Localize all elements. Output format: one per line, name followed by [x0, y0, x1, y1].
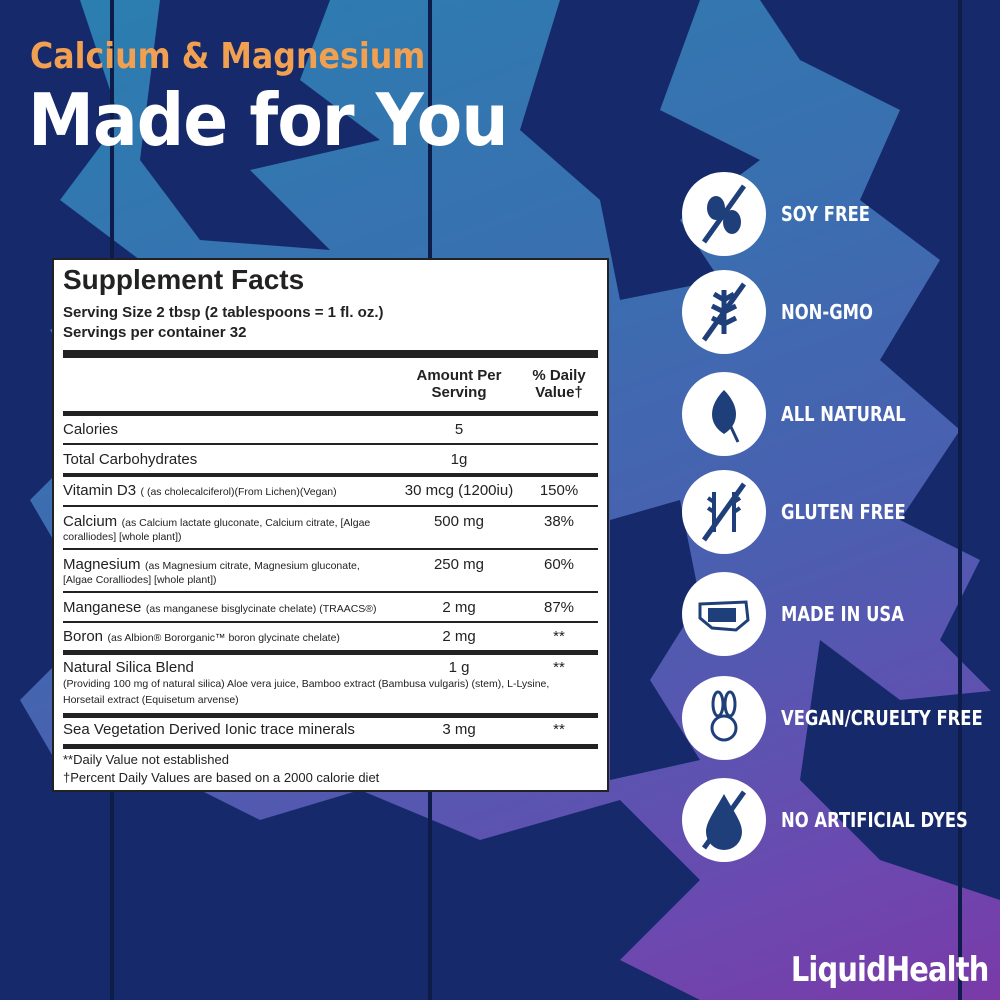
nutrient-name: Total Carbohydrates	[63, 451, 198, 468]
nutrient-row: Calcium (as Calcium lactate gluconate, C…	[63, 513, 370, 531]
nutrient-amount: 30 mcg (1200iu)	[404, 482, 514, 499]
nutrient-amount: 500 mg	[433, 513, 485, 530]
footnote: **Daily Value not established	[63, 752, 229, 767]
servings-per-container: Servings per container 32	[63, 324, 247, 341]
divider	[63, 621, 598, 623]
nutrient-detail: ( (as cholecalciferol)(From Lichen)(Vega…	[140, 486, 337, 498]
dv-header-line: % Daily	[532, 367, 586, 384]
nutrient-dv: 38%	[543, 513, 575, 530]
gluten-free-icon	[701, 482, 747, 542]
divider	[63, 650, 598, 655]
amount-header-line: Amount Per	[416, 367, 502, 384]
badge-no-dye-drop-icon	[682, 778, 766, 862]
divider	[63, 713, 598, 718]
amount-header-line: Serving	[431, 384, 487, 401]
product-subtitle: Calcium & Magnesium	[30, 36, 426, 77]
usa-map-icon	[698, 600, 750, 632]
nutrient-detail: (as Albion® Bororganic™ boron glycinate …	[107, 632, 340, 644]
divider	[63, 744, 598, 749]
badge-label: SOY FREE	[781, 202, 870, 226]
badge-label: ALL NATURAL	[781, 402, 906, 426]
badge-label: NO ARTIFICIAL DYES	[781, 808, 968, 832]
nutrient-amount: 3 mg	[442, 721, 476, 738]
nutrient-name: Calories	[63, 421, 119, 438]
nutrient-row: Total Carbohydrates	[63, 451, 197, 469]
non-gmo-icon	[701, 282, 747, 342]
divider	[63, 591, 598, 593]
nutrient-amount: 250 mg	[433, 556, 485, 573]
divider	[63, 443, 598, 445]
nutrient-detail: coralliodes] [whole plant])	[63, 531, 182, 543]
badge-gluten-free-icon	[682, 470, 766, 554]
badge-leaf-icon	[682, 372, 766, 456]
leaf-icon	[712, 390, 740, 443]
nutrient-row: Boron (as Albion® Bororganic™ boron glyc…	[63, 628, 340, 646]
facts-heading: Supplement Facts	[63, 264, 305, 295]
serving-size: Serving Size 2 tbsp (2 tablespoons = 1 f…	[63, 304, 384, 321]
badge-label: VEGAN/CRUELTY FREE	[781, 706, 983, 730]
nutrient-name: Magnesium	[63, 556, 141, 573]
badge-usa-map-icon	[682, 572, 766, 656]
nutrient-detail: (Providing 100 mg of natural silica) Alo…	[63, 678, 550, 690]
nutrient-name: Boron	[63, 628, 104, 645]
nutrient-amount: 2 mg	[442, 599, 476, 616]
nutrient-amount: 1 g	[448, 659, 470, 676]
nutrient-name: Sea Vegetation Derived Ionic trace miner…	[63, 721, 355, 738]
nutrient-row: Calories	[63, 421, 118, 439]
nutrient-amount: 5	[454, 421, 464, 438]
nutrient-name: Calcium	[63, 513, 118, 530]
nutrient-dv: **	[553, 628, 565, 645]
nutrient-name: Vitamin D3	[63, 482, 137, 499]
divider	[63, 473, 598, 477]
divider	[63, 505, 598, 507]
nutrient-amount: 2 mg	[442, 628, 476, 645]
nutrient-dv: 87%	[543, 599, 575, 616]
nutrient-row: Magnesium (as Magnesium citrate, Magnesi…	[63, 556, 360, 574]
nutrient-row: Natural Silica Blend	[63, 659, 194, 677]
footnote: †Percent Daily Values are based on a 200…	[63, 770, 380, 785]
headline: Made for You	[28, 78, 509, 162]
badge-label: NON-GMO	[781, 300, 873, 324]
divider	[63, 411, 598, 416]
badge-label: GLUTEN FREE	[781, 500, 906, 524]
nutrient-amount: 1g	[450, 451, 468, 468]
nutrient-detail: (as Calcium lactate gluconate, Calcium c…	[121, 517, 371, 529]
no-dye-drop-icon	[701, 790, 747, 850]
nutrient-dv: **	[553, 659, 565, 676]
badge-bunny-icon	[682, 676, 766, 760]
nutrient-detail: Horsetail extract (Equisetum arvense)	[63, 694, 239, 706]
nutrient-name: Natural Silica Blend	[63, 659, 194, 676]
nutrient-row: Sea Vegetation Derived Ionic trace miner…	[63, 721, 355, 739]
liquidhealth-logo: LiquidHealth	[790, 950, 988, 990]
nutrient-dv: 60%	[543, 556, 575, 573]
nutrient-row: Vitamin D3 ( (as cholecalciferol)(From L…	[63, 482, 337, 500]
nutrient-detail: (as Magnesium citrate, Magnesium glucona…	[145, 560, 360, 572]
supplement-facts-panel: Supplement Facts Serving Size 2 tbsp (2 …	[52, 258, 609, 792]
amount-header: Amount Per Serving	[404, 367, 514, 401]
dv-header-line: Value†	[535, 384, 583, 401]
nutrient-name: Manganese	[63, 599, 142, 616]
nutrient-detail: [Algae Coralliodes] [whole plant])	[63, 574, 217, 586]
nutrient-detail: (as manganese bisglycinate chelate) (TRA…	[145, 603, 377, 615]
soy-free-icon	[701, 184, 747, 244]
divider	[63, 350, 598, 358]
dv-header: % Daily Value†	[524, 367, 594, 401]
nutrient-dv: 150%	[539, 482, 579, 499]
nutrient-dv: **	[553, 721, 565, 738]
divider	[63, 548, 598, 550]
badge-soy-free-icon	[682, 172, 766, 256]
bunny-icon	[710, 690, 738, 742]
badge-non-gmo-icon	[682, 270, 766, 354]
nutrient-row: Manganese (as manganese bisglycinate che…	[63, 599, 377, 617]
badge-label: MADE IN USA	[781, 602, 904, 626]
